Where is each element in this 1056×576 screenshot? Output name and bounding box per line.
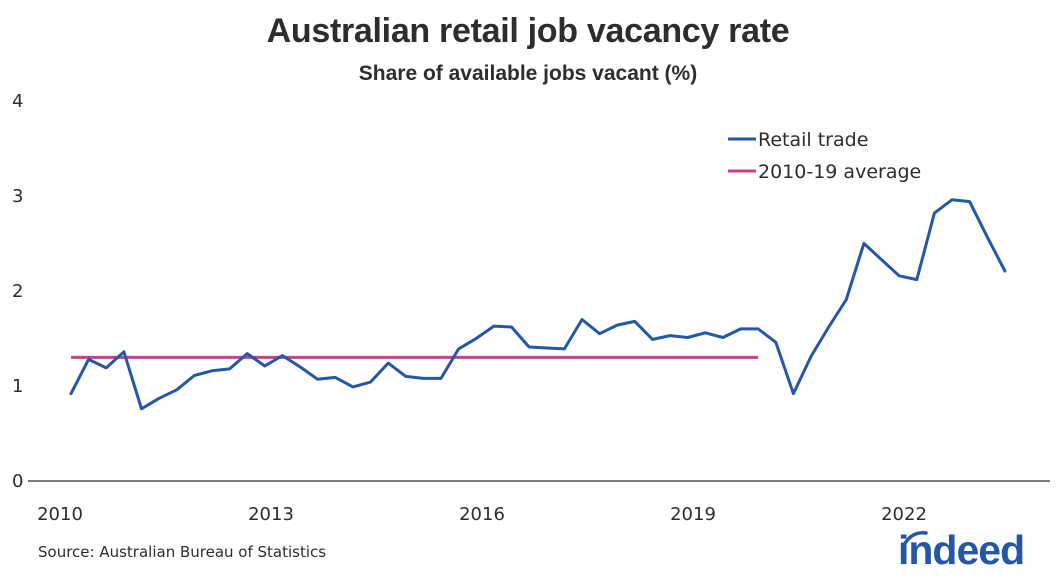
x-tick-2019: 2019	[670, 504, 716, 525]
chart-title: Australian retail job vacancy rate	[266, 12, 790, 50]
y-tick-4: 4	[12, 91, 23, 112]
x-tick-2013: 2013	[248, 504, 294, 525]
y-axis-ticks: 0 1 2 3 4	[12, 91, 23, 492]
x-tick-2022: 2022	[881, 504, 927, 525]
legend-label-average: 2010-19 average	[758, 161, 921, 183]
x-axis-ticks: 2010 2013 2016 2019 2022	[37, 504, 927, 525]
legend-label-retail: Retail trade	[758, 129, 868, 151]
source-note: Source: Australian Bureau of Statistics	[38, 543, 327, 561]
x-tick-2010: 2010	[37, 504, 83, 525]
legend: Retail trade 2010-19 average	[728, 129, 921, 183]
chart-subtitle: Share of available jobs vacant (%)	[358, 62, 698, 85]
indeed-logo: indeed	[898, 525, 1048, 573]
y-tick-0: 0	[12, 471, 23, 492]
y-tick-3: 3	[12, 186, 23, 207]
logo-arc-icon	[902, 531, 928, 547]
logo-text: indeed	[898, 527, 1025, 573]
retail-trade-line	[69, 198, 1007, 411]
y-tick-1: 1	[12, 376, 23, 397]
y-tick-2: 2	[12, 281, 23, 302]
x-tick-2016: 2016	[459, 504, 505, 525]
